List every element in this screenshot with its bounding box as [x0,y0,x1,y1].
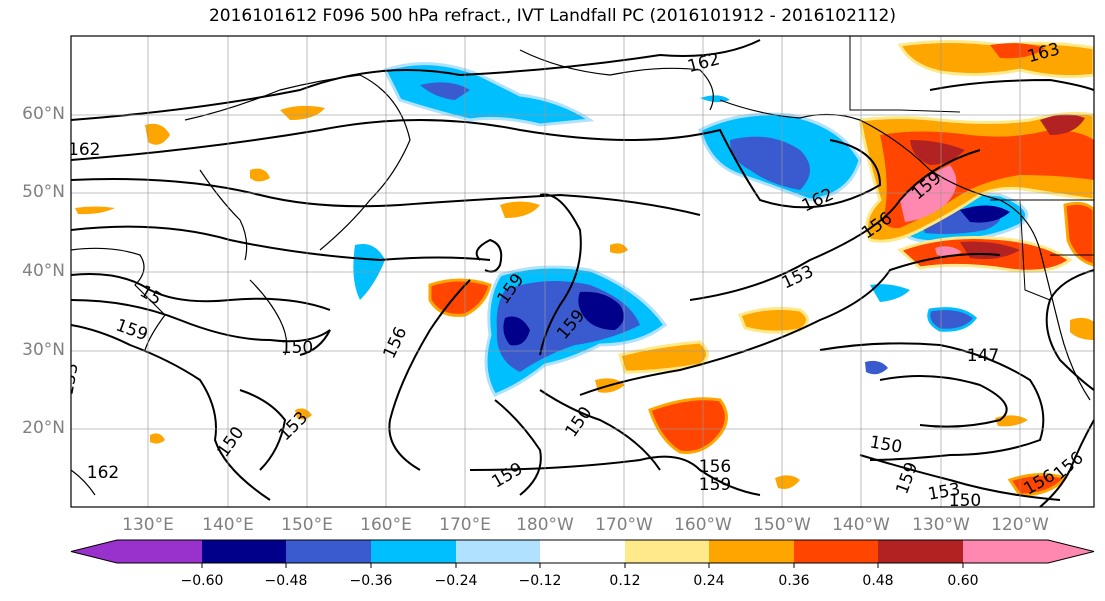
shaded-positive-region [295,408,312,420]
shaded-positive-region [428,278,492,317]
shaded-negative-region [503,316,530,346]
lon-label: 130°E [122,515,174,535]
lon-label: 180°W [516,515,574,535]
shaded-positive-region [145,123,170,145]
lon-label: 150°W [753,515,811,535]
shaded-positive-region [150,433,165,444]
shaded-positive-region [1040,114,1085,135]
colorbar-tick-label: −0.48 [264,573,308,589]
shaded-positive-region [250,168,270,182]
lon-label: 160°W [674,515,732,535]
shaded-positive-region [1063,201,1094,267]
shaded-positive-region [1070,317,1094,340]
shaded-negative-region [730,136,810,190]
colorbar-tick-label: −0.12 [518,573,562,589]
shaded-positive-region [280,105,325,120]
gridlines [71,36,1094,507]
shaded-negative-region [382,62,595,127]
contour-label: 156 [699,457,731,477]
shaded-positive-region [75,206,115,215]
lon-label: 170°E [439,515,491,535]
colorbar-tick-label: −0.24 [434,573,478,589]
lat-label-60n: 60°N [22,104,65,124]
shaded-negative-region [960,205,1010,223]
lon-label: 170°W [595,515,653,535]
shaded-negative-region [578,291,624,330]
map-title: 2016101612 F096 500 hPa refract., IVT La… [208,6,896,26]
shaded-positive-region [897,40,1094,79]
contour-label: 147 [967,346,999,366]
lat-label-20n: 20°N [22,418,65,438]
colorbar-tick-label: 0.48 [862,573,894,589]
shaded-negative-region [420,82,470,100]
shaded-positive-region [910,140,965,165]
lat-label-30n: 30°N [22,340,65,360]
shaded-positive-region [648,397,728,454]
shaded-negative-region [870,284,910,302]
shaded-positive-region [775,475,800,489]
shaded-positive-region [738,306,809,334]
shaded-regions [75,40,1094,497]
shaded-positive-region [610,243,628,254]
shaded-positive-region [990,43,1045,59]
contour-label: 162 [87,463,119,483]
lon-label: 140°W [832,515,890,535]
shaded-negative-region [927,307,978,332]
colorbar-tick-label: −0.60 [180,573,224,589]
lat-label-40n: 40°N [22,261,65,281]
lon-label: 160°E [360,515,412,535]
contour-label: 150 [949,491,981,511]
lon-label: 120°W [991,515,1049,535]
colorbar-tick-label: 0.24 [693,573,725,589]
lon-label: 140°E [202,515,254,535]
map-frame [70,35,1095,508]
contour-label: 159 [699,475,731,495]
shaded-positive-region [500,201,540,218]
colorbar-tick-label: 0.12 [609,573,641,589]
height-contours [71,39,1094,507]
colorbar-tick-label: −0.36 [349,573,393,589]
lat-label-50n: 50°N [22,182,65,202]
shaded-positive-region [900,165,957,222]
shaded-positive-region [618,340,709,374]
contour-label: 162 [68,140,100,160]
lon-label: 150°E [281,515,333,535]
contour-label: 150 [281,338,313,358]
shaded-negative-region [865,360,888,375]
contour-label: 153 [57,361,82,396]
lon-label: 130°W [912,515,970,535]
colorbar-tick-label: 0.36 [778,573,810,589]
boundaries [849,36,1094,301]
colorbar-tick-label: 0.60 [947,573,979,589]
shaded-positive-region [935,246,962,256]
